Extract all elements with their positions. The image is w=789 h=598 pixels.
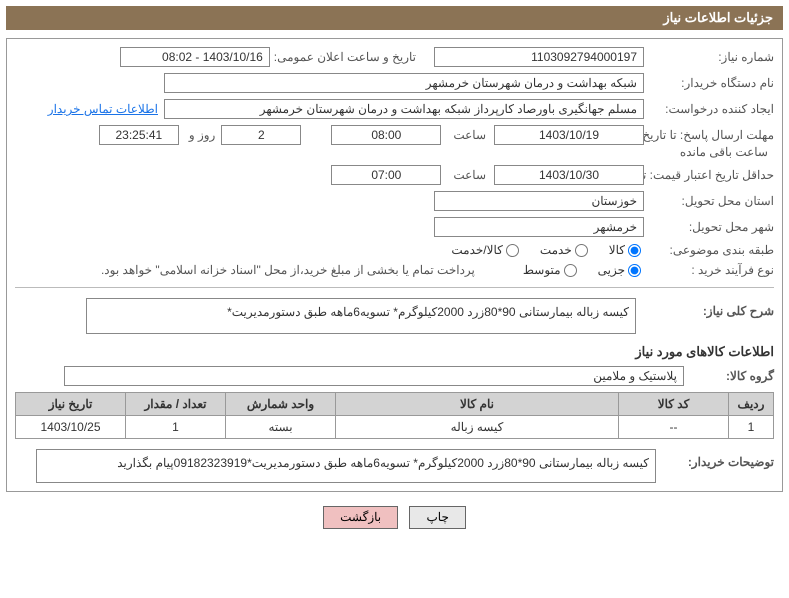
category-label: طبقه بندی موضوعی:	[644, 243, 774, 257]
group-label: گروه کالا:	[684, 369, 774, 383]
summary-box: کیسه زباله بیمارستانی 90*80زرد 2000کیلوگ…	[86, 298, 636, 334]
summary-label: شرح کلی نیاز:	[644, 298, 774, 318]
proc-medium-label: متوسط	[523, 263, 561, 277]
th-code: کد کالا	[619, 393, 729, 416]
reply-date-field: 1403/10/19	[494, 125, 644, 145]
time-label-2: ساعت	[449, 168, 486, 182]
process-label: نوع فرآیند خرید :	[644, 263, 774, 277]
cat-goods-radio[interactable]	[628, 244, 641, 257]
cat-both-radio[interactable]	[506, 244, 519, 257]
table-row: 1--کیسه زبالهبسته11403/10/25	[16, 416, 774, 439]
table-cell: بسته	[226, 416, 336, 439]
group-field: پلاستیک و ملامین	[64, 366, 684, 386]
th-row: ردیف	[729, 393, 774, 416]
payment-note: پرداخت تمام یا بخشی از مبلغ خرید،از محل …	[101, 263, 475, 277]
price-date-field: 1403/10/30	[494, 165, 644, 185]
proc-small-radio[interactable]	[628, 264, 641, 277]
need-number-label: شماره نیاز:	[644, 50, 774, 64]
proc-medium-radio[interactable]	[564, 264, 577, 277]
buyer-org-label: نام دستگاه خریدار:	[644, 76, 774, 90]
reply-time-field: 08:00	[331, 125, 441, 145]
print-button[interactable]: چاپ	[409, 506, 465, 529]
th-unit: واحد شمارش	[226, 393, 336, 416]
province-field: خوزستان	[434, 191, 644, 211]
table-cell: 1403/10/25	[16, 416, 126, 439]
remaining-label: ساعت باقی مانده	[676, 145, 768, 159]
cat-service-radio[interactable]	[575, 244, 588, 257]
divider	[15, 287, 774, 288]
table-cell: 1	[729, 416, 774, 439]
time-label-1: ساعت	[449, 128, 486, 142]
days-and-label: روز و	[185, 128, 216, 142]
th-qty: تعداد / مقدار	[126, 393, 226, 416]
buyer-org-field: شبکه بهداشت و درمان شهرستان خرمشهر	[164, 73, 644, 93]
table-cell: کیسه زباله	[336, 416, 619, 439]
announce-field: 1403/10/16 - 08:02	[120, 47, 270, 67]
need-number-field: 1103092794000197	[434, 47, 644, 67]
buyer-desc-box: کیسه زباله بیمارستانی 90*80زرد 2000کیلوگ…	[36, 449, 656, 483]
goods-info-title: اطلاعات کالاهای مورد نیاز	[15, 344, 774, 360]
price-time-field: 07:00	[331, 165, 441, 185]
table-cell: 1	[126, 416, 226, 439]
panel-title: جزئیات اطلاعات نیاز	[6, 6, 783, 30]
details-panel: شماره نیاز: 1103092794000197 تاریخ و ساع…	[6, 38, 783, 492]
buyer-contact-link[interactable]: اطلاعات تماس خریدار	[48, 102, 158, 116]
reply-deadline-label: مهلت ارسال پاسخ: تا تاریخ:	[644, 128, 774, 142]
announce-label: تاریخ و ساعت اعلان عمومی:	[270, 50, 416, 64]
city-field: خرمشهر	[434, 217, 644, 237]
cat-service-label: خدمت	[540, 243, 572, 257]
days-field: 2	[221, 125, 301, 145]
items-table: ردیف کد کالا نام کالا واحد شمارش تعداد /…	[15, 392, 774, 439]
back-button[interactable]: بازگشت	[323, 506, 398, 529]
city-label: شهر محل تحویل:	[644, 220, 774, 234]
proc-small-label: جزیی	[598, 263, 625, 277]
requester-label: ایجاد کننده درخواست:	[644, 102, 774, 116]
province-label: استان محل تحویل:	[644, 194, 774, 208]
cat-both-label: کالا/خدمت	[451, 243, 502, 257]
th-name: نام کالا	[336, 393, 619, 416]
cat-goods-label: کالا	[609, 243, 625, 257]
requester-field: مسلم جهانگیری باورصاد کارپرداز شبکه بهدا…	[164, 99, 644, 119]
countdown-field: 23:25:41	[99, 125, 179, 145]
table-cell: --	[619, 416, 729, 439]
buyer-desc-label: توضیحات خریدار:	[664, 449, 774, 469]
th-date: تاریخ نیاز	[16, 393, 126, 416]
